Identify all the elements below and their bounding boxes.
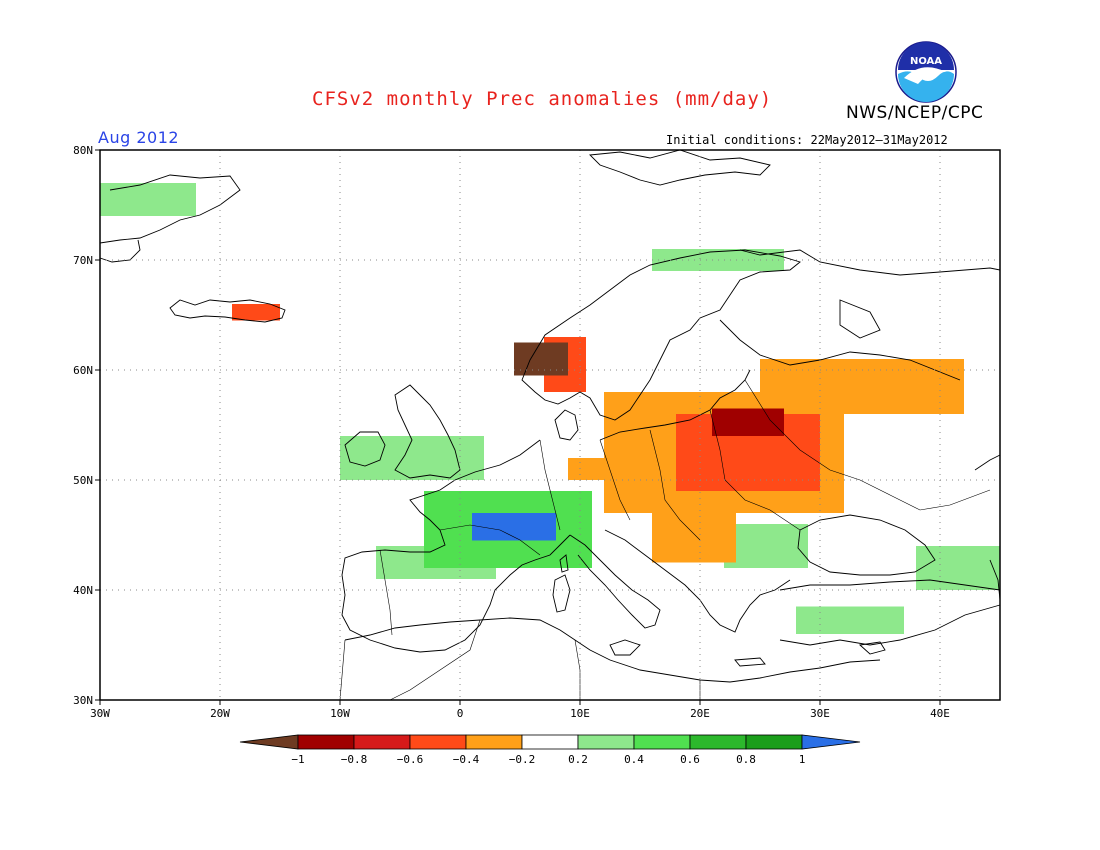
anomaly-layer <box>100 183 1000 634</box>
y-tick-label: 70N <box>73 254 93 267</box>
colorbar-bin <box>689 734 747 750</box>
noaa-logo: NOAA <box>895 41 957 103</box>
colorbar-min-arrow <box>239 734 299 750</box>
anomaly-region-13 <box>232 304 280 321</box>
colorbar-label: 0.4 <box>624 753 644 766</box>
colorbar-bin <box>353 734 411 750</box>
anomaly-region-2 <box>724 524 808 568</box>
x-tick-label: 30W <box>90 707 110 720</box>
anomaly-region-8 <box>760 359 964 414</box>
anomaly-region-10 <box>652 513 736 563</box>
colorbar-label: −0.2 <box>509 753 536 766</box>
y-tick-label: 50N <box>73 474 93 487</box>
x-tick-label: 40E <box>930 707 950 720</box>
colorbar-bin <box>577 734 635 750</box>
colorbar-bin <box>633 734 691 750</box>
colorbar-bin <box>297 734 355 750</box>
y-tick-label: 80N <box>73 144 93 157</box>
axis-ticks <box>95 149 941 705</box>
colorbar-bin <box>745 734 803 750</box>
colorbar-label: 0.8 <box>736 753 756 766</box>
colorbar-label: −0.6 <box>397 753 424 766</box>
colorbar-bin <box>465 734 523 750</box>
anomaly-region-16 <box>472 513 556 541</box>
x-tick-label: 10E <box>570 707 590 720</box>
anomaly-region-0 <box>340 436 484 480</box>
x-tick-label: 0 <box>457 707 464 720</box>
map-frame <box>99 149 1001 701</box>
coastline-layer <box>99 149 1001 701</box>
y-tick-label: 40N <box>73 584 93 597</box>
colorbar-label: −1 <box>291 753 304 766</box>
colorbar-max-arrow <box>801 734 861 750</box>
colorbar-label: 1 <box>799 753 806 766</box>
colorbar-bin <box>409 734 467 750</box>
logo-text: NOAA <box>910 56 942 67</box>
x-tick-label: 20E <box>690 707 710 720</box>
anomaly-region-6 <box>916 546 1000 590</box>
anomaly-region-9 <box>568 458 652 480</box>
colorbar-bin <box>521 734 579 750</box>
y-tick-label: 60N <box>73 364 93 377</box>
organization-label: NWS/NCEP/CPC <box>846 103 984 123</box>
colorbar-label: −0.8 <box>341 753 368 766</box>
colorbar: −1 −0.8 −0.6 −0.4 −0.2 0.2 0.4 0.6 0.8 1 <box>239 734 861 766</box>
initial-conditions: Initial conditions: 22May2012–31May2012 <box>666 133 948 147</box>
graticule <box>100 150 1000 700</box>
chart-title: CFSv2 monthly Prec anomalies (mm/day) <box>312 88 773 110</box>
anomaly-region-17 <box>514 342 568 376</box>
anomaly-region-3 <box>796 606 904 634</box>
forecast-period: Aug 2012 <box>98 128 180 147</box>
colorbar-label: 0.2 <box>568 753 588 766</box>
colorbar-label: 0.6 <box>680 753 700 766</box>
x-tick-label: 20W <box>210 707 230 720</box>
y-tick-label: 30N <box>73 694 93 707</box>
colorbar-label: −0.4 <box>453 753 480 766</box>
x-tick-label: 10W <box>330 707 350 720</box>
x-tick-label: 30E <box>810 707 830 720</box>
anomaly-region-15 <box>712 408 784 436</box>
axis-labels: 30W 20W 10W 0 10E 20E 30E 40E 30N 40N 50N 60N 70N 80N <box>73 144 950 720</box>
anomaly-region-4 <box>100 183 196 216</box>
